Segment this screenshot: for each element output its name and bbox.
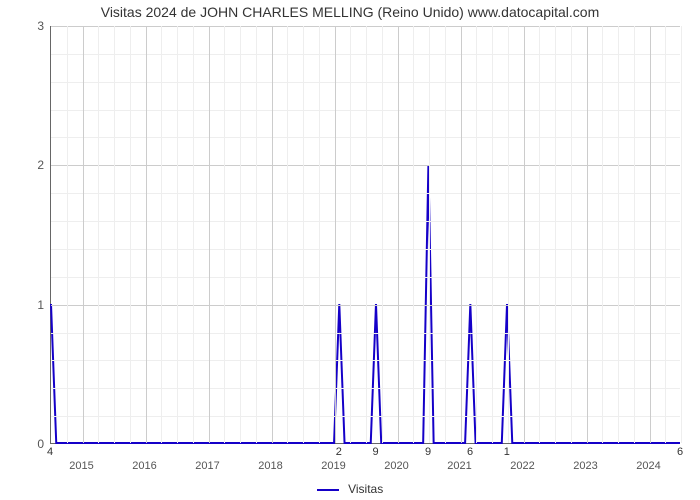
x-secondary-label: 9 [372, 446, 378, 458]
vgrid-minor [240, 26, 241, 443]
vgrid-minor [114, 26, 115, 443]
vgrid-minor [618, 26, 619, 443]
vgrid-minor [492, 26, 493, 443]
vgrid-minor [602, 26, 603, 443]
chart-title: Visitas 2024 de JOHN CHARLES MELLING (Re… [0, 4, 700, 20]
x-secondary-label: 2 [336, 446, 342, 458]
vgrid-major [83, 26, 84, 443]
vgrid-minor [445, 26, 446, 443]
vgrid-minor [67, 26, 68, 443]
y-tick-label: 2 [4, 158, 44, 172]
legend-label: Visitas [348, 482, 383, 496]
vgrid-major [146, 26, 147, 443]
x-year-label: 2020 [384, 460, 408, 472]
vgrid-minor [571, 26, 572, 443]
vgrid-minor [256, 26, 257, 443]
vgrid-minor [634, 26, 635, 443]
vgrid-minor [539, 26, 540, 443]
y-tick-label: 3 [4, 19, 44, 33]
vgrid-minor [224, 26, 225, 443]
vgrid-major [398, 26, 399, 443]
vgrid-minor [350, 26, 351, 443]
x-year-label: 2018 [258, 460, 282, 472]
y-tick-label: 1 [4, 298, 44, 312]
vgrid-minor [177, 26, 178, 443]
vgrid-minor [508, 26, 509, 443]
vgrid-major [335, 26, 336, 443]
x-year-label: 2023 [573, 460, 597, 472]
vgrid-minor [429, 26, 430, 443]
legend-swatch [317, 489, 339, 491]
x-year-label: 2015 [69, 460, 93, 472]
x-secondary-label: 1 [504, 446, 510, 458]
vgrid-minor [681, 26, 682, 443]
x-secondary-label: 4 [47, 446, 53, 458]
vgrid-major [461, 26, 462, 443]
x-year-label: 2021 [447, 460, 471, 472]
vgrid-minor [366, 26, 367, 443]
vgrid-major [272, 26, 273, 443]
x-secondary-label: 6 [467, 446, 473, 458]
vgrid-minor [193, 26, 194, 443]
x-year-label: 2024 [636, 460, 660, 472]
x-secondary-label: 6 [677, 446, 683, 458]
x-year-label: 2016 [132, 460, 156, 472]
y-tick-label: 0 [4, 437, 44, 451]
vgrid-major [209, 26, 210, 443]
vgrid-minor [382, 26, 383, 443]
vgrid-minor [665, 26, 666, 443]
vgrid-major [587, 26, 588, 443]
vgrid-minor [319, 26, 320, 443]
x-year-label: 2022 [510, 460, 534, 472]
vgrid-minor [161, 26, 162, 443]
vgrid-minor [413, 26, 414, 443]
vgrid-minor [555, 26, 556, 443]
legend: Visitas [0, 482, 700, 496]
vgrid-major [524, 26, 525, 443]
x-year-label: 2017 [195, 460, 219, 472]
vgrid-major [650, 26, 651, 443]
vgrid-minor [476, 26, 477, 443]
vgrid-minor [98, 26, 99, 443]
vgrid-minor [287, 26, 288, 443]
chart-container: Visitas 2024 de JOHN CHARLES MELLING (Re… [0, 0, 700, 500]
plot-area [50, 26, 680, 444]
vgrid-minor [130, 26, 131, 443]
vgrid-minor [303, 26, 304, 443]
x-year-label: 2019 [321, 460, 345, 472]
x-secondary-label: 9 [425, 446, 431, 458]
